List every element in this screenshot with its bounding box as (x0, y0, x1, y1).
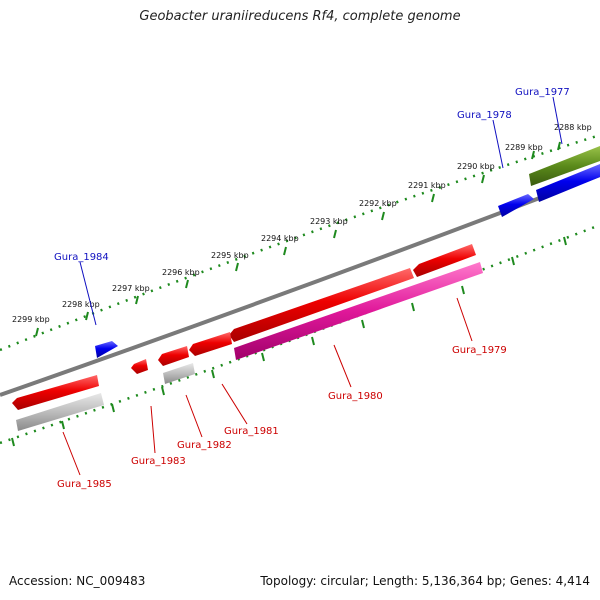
cds-track (16, 262, 483, 431)
kbp-label: 2297 kbp (112, 284, 150, 293)
map-title: Geobacter uraniireducens Rf4, complete g… (139, 9, 461, 24)
gene-gura-1977[interactable] (536, 164, 600, 202)
reverse-gene-track (12, 244, 476, 410)
kbp-label: 2296 kbp (162, 268, 200, 277)
kbp-label: 2291 kbp (408, 181, 446, 190)
gene-labels: Gura_1977 Gura_1978 Gura_1984 Gura_1979 … (54, 87, 570, 490)
kbp-label: 2294 kbp (261, 234, 299, 243)
kbp-label: 2292 kbp (359, 199, 397, 208)
gene-gura-1979[interactable] (413, 244, 476, 277)
gene-gura-1982[interactable] (158, 346, 189, 366)
topology-text: Topology: circular; Length: 5,136,364 bp… (260, 574, 590, 588)
cds-gura-1982[interactable] (163, 363, 195, 384)
label-gura-1982[interactable]: Gura_1982 (177, 440, 232, 451)
kbp-label: 2293 kbp (310, 217, 348, 226)
feature-gura-1977-misc[interactable] (529, 146, 600, 186)
gene-gura-1985[interactable] (12, 375, 99, 410)
kbp-label: 2290 kbp (457, 162, 495, 171)
forward-gene-track (95, 146, 600, 358)
outer-major-ticks (35, 141, 561, 337)
cds-gura-1985[interactable] (16, 393, 104, 431)
label-leader-lines (62, 96, 563, 476)
label-gura-1980[interactable]: Gura_1980 (328, 391, 383, 402)
gene-gura-1978[interactable] (498, 194, 534, 217)
label-gura-1977[interactable]: Gura_1977 (515, 87, 570, 98)
gene-gura-1980[interactable] (229, 268, 414, 342)
label-gura-1985[interactable]: Gura_1985 (57, 479, 112, 490)
label-gura-1978[interactable]: Gura_1978 (457, 110, 512, 121)
label-gura-1981[interactable]: Gura_1981 (224, 426, 279, 437)
kbp-label: 2288 kbp (554, 123, 592, 132)
cds-gura-1979-1980[interactable] (234, 262, 483, 360)
outer-tick-ring (0, 133, 600, 352)
gene-gura-1983[interactable] (131, 359, 148, 374)
kbp-label: 2289 kbp (505, 143, 543, 152)
gene-gura-1984[interactable] (95, 341, 118, 358)
inner-major-ticks (11, 236, 567, 447)
label-gura-1983[interactable]: Gura_1983 (131, 456, 186, 467)
label-gura-1979[interactable]: Gura_1979 (452, 345, 507, 356)
label-gura-1984[interactable]: Gura_1984 (54, 252, 109, 263)
kbp-label: 2298 kbp (62, 300, 100, 309)
gene-gura-1981[interactable] (189, 332, 232, 356)
kbp-label: 2295 kbp (211, 251, 249, 260)
accession-text: Accession: NC_009483 (9, 574, 146, 588)
kbp-labels: 2288 kbp 2289 kbp 2290 kbp 2291 kbp 2292… (12, 123, 592, 324)
kbp-label: 2299 kbp (12, 315, 50, 324)
